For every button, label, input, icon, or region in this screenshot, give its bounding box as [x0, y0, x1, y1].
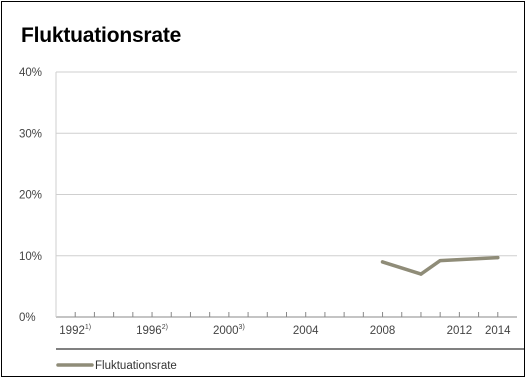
- x-tick-label: 2004: [293, 325, 319, 337]
- series-group: [380, 255, 500, 276]
- x-tick-year: 1996: [136, 325, 162, 337]
- x-tick-footnote: 1): [85, 324, 91, 331]
- y-tick-label: 10%: [19, 251, 42, 263]
- y-tick-label: 40%: [19, 67, 42, 79]
- x-tick-label: 19921): [59, 324, 91, 337]
- x-tick-label: 2012: [447, 325, 473, 337]
- x-tick-year: 2012: [447, 325, 473, 337]
- y-tick-label: 30%: [19, 128, 42, 140]
- x-tick-label: 20003): [213, 324, 245, 337]
- x-tick-year: 2008: [370, 325, 396, 337]
- x-tick-year: 2000: [213, 325, 239, 337]
- x-tick-footnote: 3): [239, 324, 245, 331]
- data-point: [419, 272, 423, 276]
- x-tick-label: 2008: [370, 325, 396, 337]
- x-tick-year: 1992: [59, 325, 85, 337]
- y-tick-label: 20%: [19, 190, 42, 202]
- x-tick-label: 19962): [136, 324, 168, 337]
- chart-title: Fluktuationsrate: [21, 24, 182, 47]
- data-point: [496, 255, 500, 260]
- x-tick-footnote: 2): [162, 324, 168, 331]
- x-axis: 19921) 19962) 20003) 2004 2008 2012 2014: [59, 312, 511, 337]
- x-tick-year: 2014: [485, 325, 511, 337]
- x-tick-year: 2004: [293, 325, 319, 337]
- y-tick-label: 0%: [19, 312, 36, 324]
- legend: Fluktuationsrate: [56, 348, 524, 372]
- grid-lines: [55, 71, 517, 318]
- data-point: [438, 259, 442, 263]
- legend-label: Fluktuationsrate: [95, 360, 177, 372]
- data-point: [380, 260, 385, 264]
- y-axis: 0% 10% 20% 30% 40%: [19, 67, 42, 324]
- series-line: [380, 255, 500, 276]
- x-tick-label: 2014: [485, 325, 511, 337]
